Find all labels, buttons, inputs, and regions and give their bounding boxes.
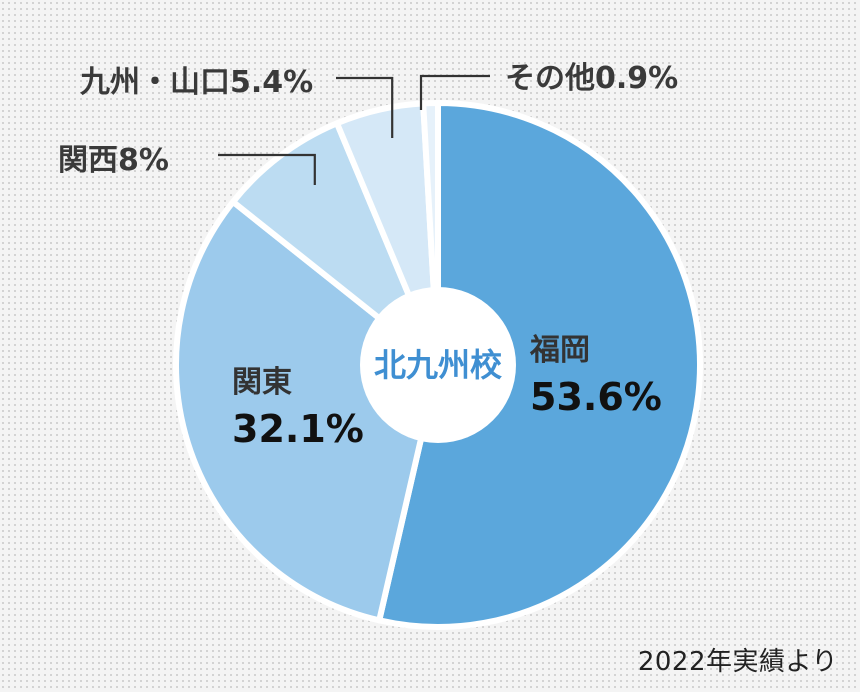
slice-value-kanto: 32.1% (232, 407, 364, 451)
center-label: 北九州校 (374, 346, 502, 384)
source-note: 2022年実績より (637, 647, 838, 677)
slice-label-fukuoka: 福岡 (529, 333, 590, 368)
chart-slices (173, 100, 703, 630)
slice-kanto (173, 198, 441, 624)
slice-label-kansai: 関西8% (58, 143, 169, 178)
slice-label-kanto: 関東 (232, 365, 292, 400)
slice-fukuoka (376, 100, 703, 630)
slice-value-fukuoka: 53.6% (530, 375, 662, 419)
leader-lines (218, 74, 490, 185)
slice-label-kyushu-yamaguchi: 九州・山口5.4% (80, 65, 313, 100)
center-hole (360, 287, 516, 443)
leader-line-kansai (218, 153, 316, 185)
slice-labels: 福岡 53.6% 関東 32.1% 関西8% 九州・山口5.4% その他0.9% (58, 61, 678, 451)
leader-line-kyushu-yamaguchi (336, 76, 394, 138)
leader-line-other (419, 74, 490, 110)
slice-label-other: その他0.9% (505, 61, 678, 96)
